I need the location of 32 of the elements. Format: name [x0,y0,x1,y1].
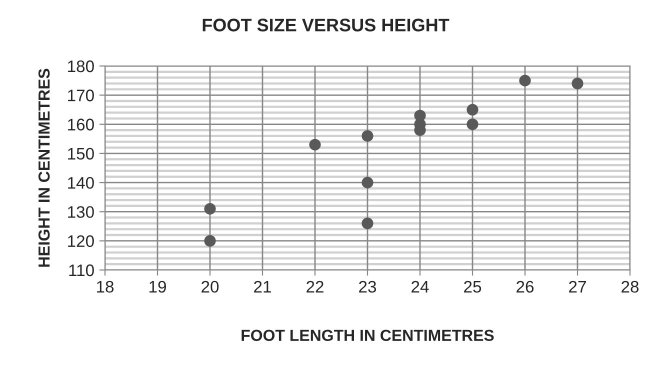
point [309,138,321,150]
y-tick-label: 170 [68,90,94,102]
x-axis-title: FOOT LENGTH IN CENTIMETRES [242,330,494,342]
point [466,118,478,130]
y-tick-label: 140 [68,176,94,189]
x-tick-label: 24 [412,280,429,292]
x-tick-label: 27 [569,280,586,292]
x-tick-label: 28 [622,280,639,293]
x-tick-label: 19 [150,280,166,293]
y-tick-label: 120 [68,235,94,248]
x-tick-label: 23 [359,280,376,293]
point [519,74,531,86]
point [466,104,478,116]
y-tick-label: 130 [68,206,94,218]
x-tick-label: 21 [254,280,271,292]
point [362,130,374,142]
point [572,78,584,90]
point [362,176,374,188]
point [204,235,216,247]
y-tick-label: 180 [68,60,94,72]
y-tick-label: 110 [69,264,94,276]
x-tick-label: 26 [516,280,534,293]
x-tick-label: 25 [464,280,482,293]
y-tick-label: 160 [68,118,94,130]
x-tick-label: 18 [97,280,114,293]
y-axis-title: HEIGHT IN CENTIMETRES [38,68,50,267]
x-tick-label: 22 [306,280,324,292]
x-tick-label: 20 [202,280,219,293]
chart-title: FOOT SIZE VERSUS HEIGHT [202,18,450,32]
point [204,202,216,215]
y-tick-label: 150 [68,148,94,160]
point [362,218,374,230]
